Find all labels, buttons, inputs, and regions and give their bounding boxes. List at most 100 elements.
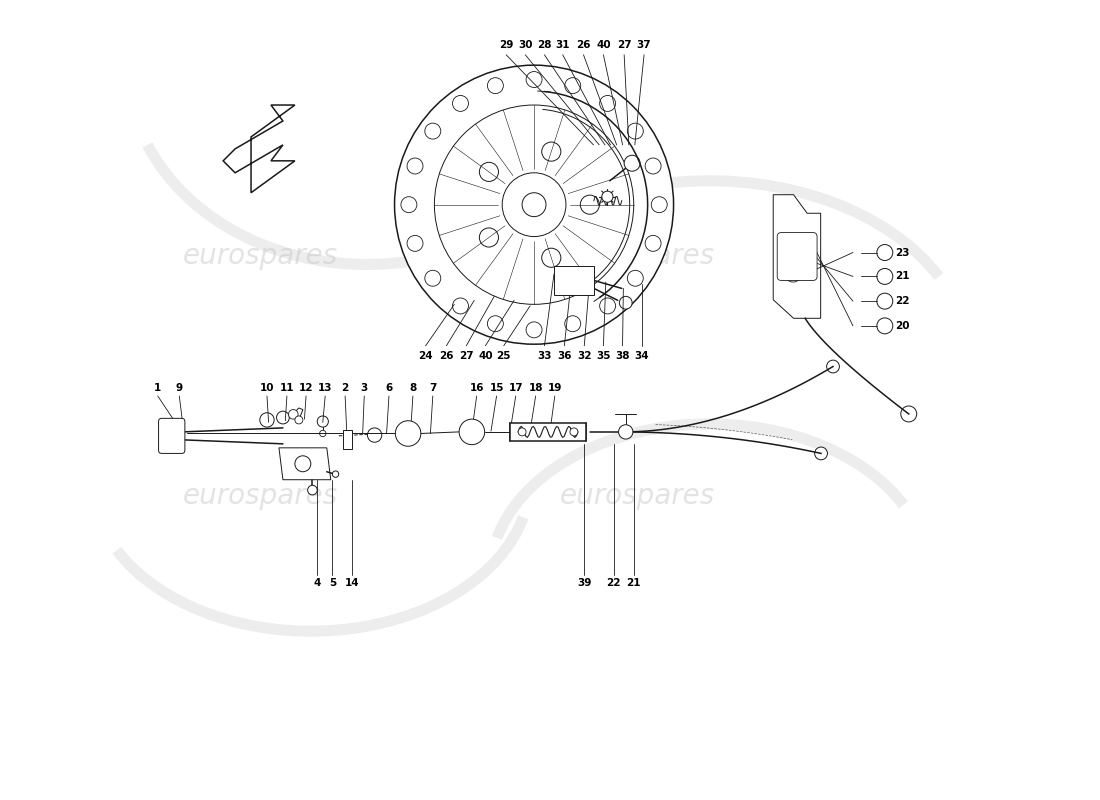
Text: 29: 29 [499,40,514,50]
Circle shape [503,173,565,237]
Text: 17: 17 [508,383,522,393]
Circle shape [452,95,469,111]
Circle shape [407,235,424,251]
Text: 26: 26 [576,40,591,50]
Text: 27: 27 [459,351,474,361]
Text: 7: 7 [429,383,437,393]
Text: 40: 40 [596,40,611,50]
Circle shape [466,426,477,438]
Text: 34: 34 [635,351,649,361]
Circle shape [480,162,498,182]
Circle shape [317,416,329,427]
Circle shape [395,65,673,344]
Circle shape [320,430,326,437]
Circle shape [288,410,298,419]
Circle shape [564,78,581,94]
Text: 31: 31 [556,40,570,50]
Text: 37: 37 [637,40,651,50]
Text: 26: 26 [439,351,453,361]
Circle shape [425,270,441,286]
Circle shape [434,105,634,304]
Circle shape [487,316,504,332]
Circle shape [295,416,302,424]
Text: 15: 15 [490,383,504,393]
Text: 21: 21 [895,271,910,282]
Text: 27: 27 [617,40,631,50]
Text: 22: 22 [606,578,621,588]
Circle shape [627,270,644,286]
Text: 19: 19 [548,383,562,393]
Polygon shape [773,194,821,318]
Text: 40: 40 [478,351,493,361]
Text: 14: 14 [345,578,360,588]
Circle shape [522,193,546,217]
Text: eurospares: eurospares [560,482,715,510]
Circle shape [308,486,317,495]
Text: 30: 30 [518,40,532,50]
Circle shape [480,228,498,247]
Text: 20: 20 [895,321,910,331]
Circle shape [566,274,581,287]
Circle shape [526,71,542,87]
Circle shape [518,428,526,436]
Text: 25: 25 [496,351,512,361]
Circle shape [403,428,414,439]
Circle shape [901,406,916,422]
Circle shape [400,197,417,213]
Circle shape [877,269,893,285]
Polygon shape [279,448,331,480]
Circle shape [541,248,561,267]
Text: 21: 21 [627,578,641,588]
FancyBboxPatch shape [554,266,594,294]
Text: 6: 6 [385,383,393,393]
Text: 3: 3 [361,383,367,393]
Text: 4: 4 [314,578,321,588]
Circle shape [332,471,339,478]
FancyBboxPatch shape [343,430,352,450]
Text: 35: 35 [596,351,611,361]
Circle shape [826,360,839,373]
Circle shape [407,158,424,174]
Circle shape [619,296,632,309]
Text: 9: 9 [176,383,183,393]
Polygon shape [223,105,295,193]
Text: 39: 39 [578,578,592,588]
Text: 12: 12 [299,383,314,393]
Text: eurospares: eurospares [183,242,338,270]
Text: 10: 10 [260,383,274,393]
Text: 36: 36 [557,351,572,361]
Circle shape [276,411,289,424]
Circle shape [815,447,827,460]
Circle shape [645,235,661,251]
Circle shape [645,158,661,174]
FancyBboxPatch shape [158,418,185,454]
Text: eurospares: eurospares [183,482,338,510]
Circle shape [651,197,668,213]
Circle shape [425,123,441,139]
Text: 5: 5 [329,578,336,588]
Text: 18: 18 [528,383,543,393]
Circle shape [602,191,613,202]
FancyBboxPatch shape [778,233,817,281]
Text: 23: 23 [895,247,910,258]
Circle shape [581,195,600,214]
Circle shape [877,318,893,334]
Circle shape [877,245,893,261]
Text: 33: 33 [537,351,552,361]
Text: eurospares: eurospares [560,242,715,270]
Circle shape [564,316,581,332]
FancyBboxPatch shape [510,423,586,441]
Circle shape [395,421,421,446]
Text: 38: 38 [615,351,630,361]
Text: 32: 32 [578,351,592,361]
Text: 16: 16 [470,383,484,393]
Circle shape [526,322,542,338]
Circle shape [570,428,578,436]
Circle shape [452,298,469,314]
Circle shape [260,413,274,427]
Circle shape [295,456,311,472]
Text: 13: 13 [318,383,332,393]
Circle shape [367,428,382,442]
Text: 22: 22 [895,296,910,306]
Text: 11: 11 [279,383,294,393]
